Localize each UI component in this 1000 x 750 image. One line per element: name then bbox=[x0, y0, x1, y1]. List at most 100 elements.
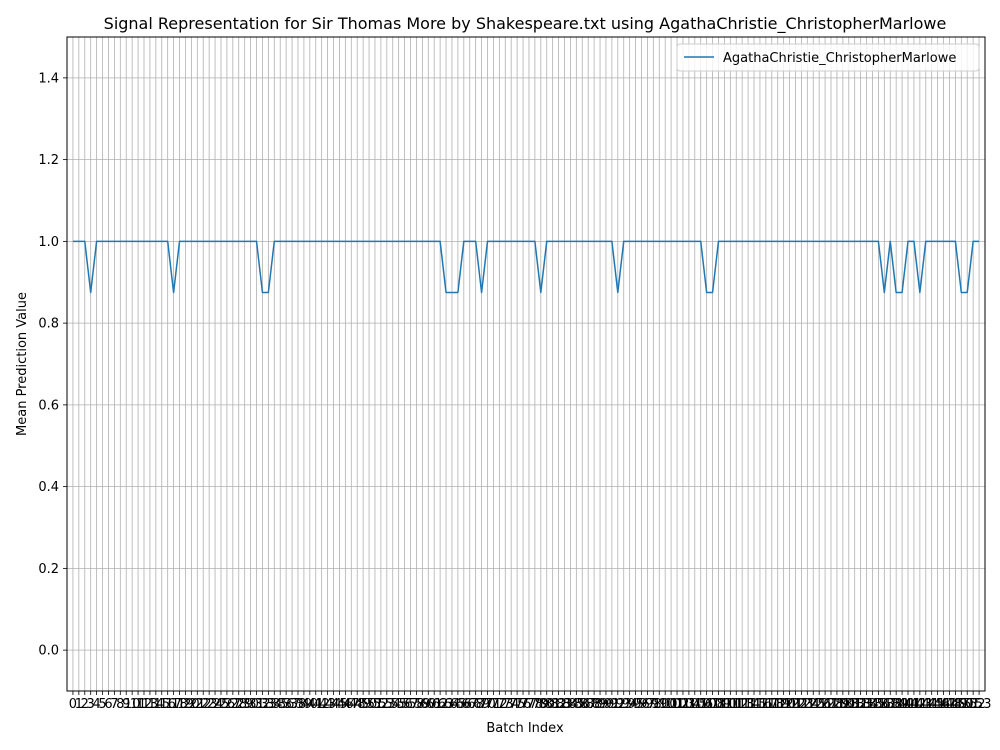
x-tick-label: 29 bbox=[236, 697, 253, 712]
x-tick-label: 56 bbox=[396, 697, 413, 712]
y-tick-label: 1.0 bbox=[38, 235, 59, 250]
y-tick-label: 0.8 bbox=[38, 317, 59, 332]
x-tick-label: 81 bbox=[544, 697, 561, 712]
x-tick-label: 51 bbox=[367, 697, 384, 712]
x-tick-label: 35 bbox=[272, 697, 289, 712]
x-tick-label: 86 bbox=[574, 697, 591, 712]
x-tick-label: 18 bbox=[171, 697, 188, 712]
x-tick-label: 131 bbox=[836, 697, 861, 712]
y-axis-label: Mean Prediction Value bbox=[15, 292, 30, 436]
x-tick-label: 126 bbox=[807, 697, 832, 712]
x-tick-label: 105 bbox=[682, 697, 707, 712]
x-tick-label: 89 bbox=[592, 697, 609, 712]
x-tick-label: 6 bbox=[104, 697, 112, 712]
x-tick-label: 98 bbox=[645, 697, 662, 712]
x-axis-label: Batch Index bbox=[486, 721, 564, 736]
x-tick-label: 49 bbox=[355, 697, 372, 712]
x-tick-label: 26 bbox=[219, 697, 236, 712]
x-tick-label: 75 bbox=[509, 697, 526, 712]
x-tick-label: 36 bbox=[278, 697, 295, 712]
x-tick-label: 47 bbox=[343, 697, 360, 712]
x-tick-label: 22 bbox=[195, 697, 212, 712]
x-tick-label: 71 bbox=[485, 697, 502, 712]
series-layer bbox=[72, 240, 980, 294]
x-tick-label: 5 bbox=[98, 697, 106, 712]
x-tick-label: 148 bbox=[937, 697, 962, 712]
x-tick-label: 80 bbox=[538, 697, 555, 712]
grid bbox=[67, 37, 985, 691]
x-tick-label: 82 bbox=[550, 697, 567, 712]
x-tick-label: 119 bbox=[765, 697, 790, 712]
x-tick-label: 70 bbox=[479, 697, 496, 712]
x-tick-label: 3 bbox=[87, 697, 95, 712]
x-tick-label: 127 bbox=[813, 697, 838, 712]
x-tick-label: 57 bbox=[402, 697, 419, 712]
x-tick-label: 101 bbox=[659, 697, 684, 712]
x-tick-label: 39 bbox=[296, 697, 313, 712]
series-line-agathachristie-christophermarlowe bbox=[72, 240, 980, 294]
x-tick-label: 16 bbox=[159, 697, 176, 712]
x-tick-label: 60 bbox=[420, 697, 437, 712]
y-tick-label: 1.4 bbox=[38, 71, 59, 86]
x-tick-label: 12 bbox=[136, 697, 153, 712]
x-tick-label: 110 bbox=[712, 697, 737, 712]
x-tick-label: 30 bbox=[242, 697, 259, 712]
x-tick-label: 27 bbox=[225, 697, 242, 712]
x-tick-label: 43 bbox=[319, 697, 336, 712]
x-tick-label: 28 bbox=[230, 697, 247, 712]
x-tick-label: 97 bbox=[639, 697, 656, 712]
y-tick-label: 1.2 bbox=[38, 153, 59, 168]
x-tick-label: 40 bbox=[302, 697, 319, 712]
x-tick-label: 34 bbox=[266, 697, 283, 712]
x-tick-label: 143 bbox=[907, 697, 932, 712]
x-tick-label: 87 bbox=[580, 697, 597, 712]
x-tick-label: 150 bbox=[949, 697, 974, 712]
x-tick-label: 99 bbox=[651, 697, 668, 712]
x-tick-label: 66 bbox=[456, 697, 473, 712]
x-tick-label: 122 bbox=[783, 697, 808, 712]
x-tick-label: 76 bbox=[515, 697, 532, 712]
x-tick-label: 96 bbox=[633, 697, 650, 712]
x-tick-label: 11 bbox=[130, 697, 147, 712]
x-tick-label: 46 bbox=[337, 697, 354, 712]
legend: AgathaChristie_ChristopherMarlowe bbox=[676, 43, 980, 72]
x-tick-label: 78 bbox=[527, 697, 544, 712]
y-tick-label: 0.2 bbox=[38, 562, 59, 577]
x-tick-label: 151 bbox=[955, 697, 980, 712]
x-tick-label: 137 bbox=[872, 697, 897, 712]
x-tick-label: 10 bbox=[124, 697, 141, 712]
x-tick-label: 77 bbox=[521, 697, 538, 712]
x-tick-label: 118 bbox=[759, 697, 784, 712]
x-tick-label: 83 bbox=[556, 697, 573, 712]
x-tick-label: 9 bbox=[122, 697, 130, 712]
x-tick-label: 41 bbox=[307, 697, 324, 712]
x-tick-label: 32 bbox=[254, 697, 271, 712]
x-tick-label: 62 bbox=[432, 697, 449, 712]
x-tick-label: 65 bbox=[450, 697, 467, 712]
legend-label: AgathaChristie_ChristopherMarlowe bbox=[723, 51, 956, 66]
x-tick-label: 64 bbox=[444, 697, 461, 712]
x-tick-label: 149 bbox=[943, 697, 968, 712]
x-tick-label: 84 bbox=[562, 697, 579, 712]
x-tick-label: 103 bbox=[671, 697, 696, 712]
y-axis-ticks: 0.0 0.2 0.4 0.6 0.8 1.0 1.2 1.4 bbox=[38, 71, 67, 659]
x-tick-label: 147 bbox=[931, 697, 956, 712]
x-tick-label: 52 bbox=[373, 697, 390, 712]
x-tick-label: 146 bbox=[925, 697, 950, 712]
x-tick-label: 107 bbox=[694, 697, 719, 712]
x-tick-label: 125 bbox=[801, 697, 826, 712]
x-tick-label: 114 bbox=[736, 697, 761, 712]
x-tick-label: 134 bbox=[854, 697, 879, 712]
x-tick-label: 108 bbox=[700, 697, 725, 712]
x-tick-label: 38 bbox=[290, 697, 307, 712]
x-tick-label: 140 bbox=[890, 697, 915, 712]
x-tick-label: 116 bbox=[748, 697, 773, 712]
x-tick-label: 0 bbox=[69, 697, 77, 712]
x-tick-label: 13 bbox=[142, 697, 159, 712]
x-tick-label: 69 bbox=[473, 697, 490, 712]
x-tick-label: 67 bbox=[461, 697, 478, 712]
x-tick-label: 130 bbox=[830, 697, 855, 712]
x-tick-label: 106 bbox=[688, 697, 713, 712]
x-tick-label: 37 bbox=[284, 697, 301, 712]
